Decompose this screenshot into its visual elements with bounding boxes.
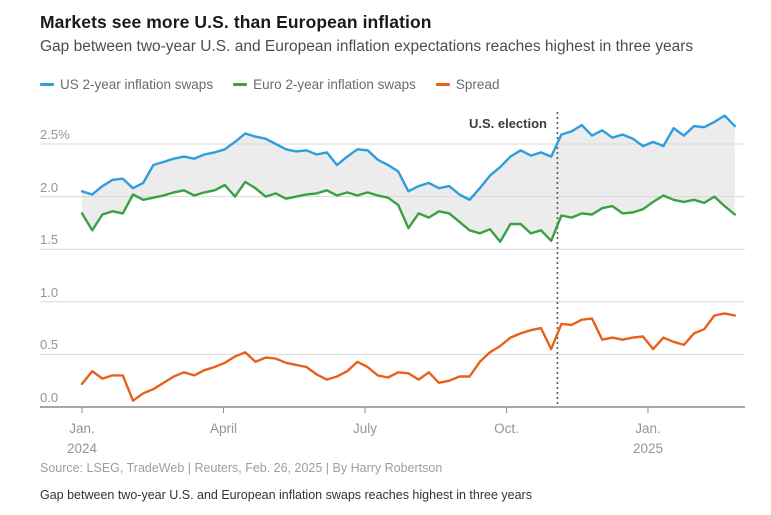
x-axis-label-month: April [209, 421, 237, 436]
chart-legend: US 2-year inflation swaps Euro 2-year inf… [40, 77, 499, 92]
legend-dash-icon [40, 83, 54, 86]
legend-dash-icon [435, 83, 450, 86]
x-axis-label-month: Jan. [635, 421, 661, 436]
euro-line [80, 180, 736, 244]
x-axis-label-Oct.: Oct. [494, 419, 519, 439]
y-axis-label-2.5%: 2.5% [40, 127, 70, 142]
legend-label: US 2-year inflation swaps [60, 77, 214, 92]
legend-label: Spread [455, 77, 500, 92]
legend-dash-icon [233, 83, 248, 86]
page-title: Markets see more U.S. than European infl… [40, 12, 432, 32]
y-axis-label-1.5: 1.5 [40, 232, 59, 248]
x-axis-label-Jan.2024: Jan. 2024 [67, 419, 97, 459]
bottom-caption: Gap between two-year U.S. and European i… [40, 488, 532, 502]
x-axis-label-year: 2024 [66, 441, 98, 456]
x-axis-label-month: Jan. [69, 421, 95, 436]
spread-band [82, 115, 735, 242]
us-line [80, 114, 736, 202]
election-annotation-label: U.S. election [468, 116, 547, 131]
spread-line [80, 312, 736, 402]
x-axis-label-July: July [353, 419, 377, 439]
legend-item: Euro 2-year inflation swaps [233, 77, 416, 92]
legend-item: Spread [435, 77, 500, 92]
y-axis-label-1.0: 1.0 [40, 284, 59, 300]
y-axis-label-0.0: 0.0 [40, 390, 59, 405]
x-axis-label-month: Oct. [494, 421, 519, 436]
legend-item: US 2-year inflation swaps [40, 77, 213, 92]
x-axis-label-Jan.2025: Jan. 2025 [633, 419, 663, 459]
page-subtitle: Gap between two-year U.S. and European i… [40, 38, 694, 55]
source-credit: Source: LSEG, TradeWeb | Reuters, Feb. 2… [40, 461, 443, 475]
y-axis-label-0.5: 0.5 [40, 337, 59, 353]
x-axis-label-year: 2025 [632, 441, 663, 456]
x-axis-label-month: July [352, 421, 377, 436]
x-axis-label-April: April [210, 419, 237, 439]
legend-label: Euro 2-year inflation swaps [253, 77, 416, 92]
y-axis-label-2.0: 2.0 [40, 179, 59, 195]
